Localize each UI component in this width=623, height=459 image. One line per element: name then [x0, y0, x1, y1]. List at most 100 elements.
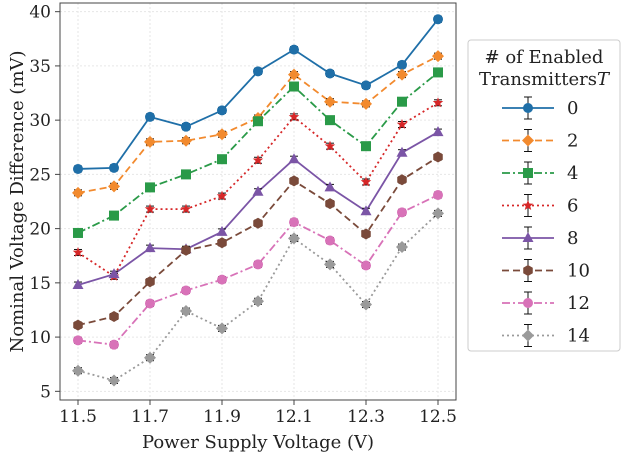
data-point: [216, 322, 228, 335]
series-line: [77, 102, 439, 278]
y-tick-label: 30: [29, 111, 51, 131]
y-axis-label: Nominal Voltage Difference (mV): [7, 50, 28, 352]
y-tick-label: 10: [29, 328, 51, 348]
x-axis-label: Power Supply Voltage (V): [142, 432, 374, 453]
data-point: [72, 246, 84, 257]
data-point: [73, 319, 83, 331]
data-point: [432, 50, 444, 63]
data-point: [217, 105, 227, 116]
data-point: [288, 111, 300, 122]
legend-item-12: 12: [502, 291, 590, 315]
data-point: [325, 115, 335, 126]
data-point: [181, 121, 191, 132]
data-point: [108, 268, 120, 279]
legend-item-8: 8: [502, 226, 578, 250]
data-point: [396, 118, 408, 129]
legend-marker: [523, 168, 533, 178]
y-tick-label: 40: [29, 3, 51, 23]
data-point: [73, 227, 83, 238]
data-point: [360, 205, 372, 216]
data-point: [397, 207, 407, 218]
data-point: [252, 154, 264, 165]
x-tick-label: 12.1: [275, 407, 313, 427]
data-point: [397, 96, 407, 107]
data-point: [180, 134, 192, 147]
legend-item-6: 6: [502, 194, 578, 217]
data-point: [324, 181, 336, 192]
data-point: [108, 374, 120, 387]
legend-label: 14: [567, 326, 590, 347]
data-point: [396, 68, 408, 81]
data-point: [433, 14, 443, 25]
data-point: [253, 217, 263, 229]
legend-marker: [523, 298, 533, 308]
legend-title-line-1: # of Enabled: [485, 47, 604, 68]
data-point: [325, 68, 335, 79]
legend-label: 4: [567, 163, 578, 184]
data-point: [397, 59, 407, 70]
legend-label: 0: [567, 98, 578, 119]
legend-label: 2: [567, 131, 578, 152]
data-point: [145, 276, 155, 288]
data-point: [252, 185, 264, 196]
data-point: [144, 242, 156, 253]
axis-ticks: 11.5 11.7 11.9 12.1 12.3 12.5 5 10 15 20 25 30 35 40: [29, 3, 457, 427]
data-point: [396, 241, 408, 254]
data-point: [145, 111, 155, 122]
data-point: [217, 154, 227, 165]
series-14: [72, 207, 444, 387]
data-point: [72, 364, 84, 377]
series-line: [77, 212, 439, 382]
data-point: [433, 151, 443, 163]
data-point: [109, 310, 119, 322]
legend-items: 0 2 4 6 8 10 12 14: [502, 96, 590, 347]
series-4: [73, 67, 443, 238]
data-point: [253, 116, 263, 127]
y-tick-label: 35: [29, 57, 51, 77]
data-point: [288, 232, 300, 245]
data-point: [252, 295, 264, 308]
x-tick-label: 12.3: [347, 407, 385, 427]
data-point: [288, 68, 300, 81]
y-tick-label: 25: [29, 165, 51, 185]
data-point: [73, 163, 83, 174]
data-point: [180, 305, 192, 318]
data-point: [72, 186, 84, 199]
data-point: [360, 176, 372, 187]
data-point: [72, 279, 84, 290]
legend-label: 12: [567, 293, 590, 314]
series-line: [77, 55, 439, 194]
data-point: [145, 182, 155, 193]
legend-item-10: 10: [502, 259, 590, 282]
data-point: [432, 207, 444, 220]
legend-marker: [522, 329, 534, 342]
data-point: [73, 335, 83, 346]
data-point: [216, 225, 228, 236]
data-point: [360, 97, 372, 110]
grid: [60, 3, 456, 400]
legend-item-0: 0: [502, 96, 578, 120]
data-point: [396, 146, 408, 157]
legend-marker: [523, 265, 533, 276]
data-point: [324, 140, 336, 151]
legend-item-14: 14: [502, 324, 590, 347]
legend-marker: [522, 200, 534, 210]
data-point: [324, 258, 336, 271]
data-point: [180, 203, 192, 214]
data-point: [361, 260, 371, 271]
legend-title-line-2: TransmittersT: [479, 69, 611, 90]
plot-frame: [59, 2, 457, 401]
x-tick-label: 12.5: [419, 407, 457, 427]
data-point: [217, 237, 227, 249]
data-point: [433, 189, 443, 200]
data-point: [181, 169, 191, 180]
series-12: [73, 189, 443, 350]
legend-item-2: 2: [502, 129, 578, 152]
data-point: [325, 235, 335, 246]
data-point: [361, 228, 371, 240]
y-tick-label: 5: [40, 382, 51, 402]
data-point: [288, 153, 300, 164]
legend-label: 6: [567, 196, 578, 217]
data-point: [433, 67, 443, 78]
